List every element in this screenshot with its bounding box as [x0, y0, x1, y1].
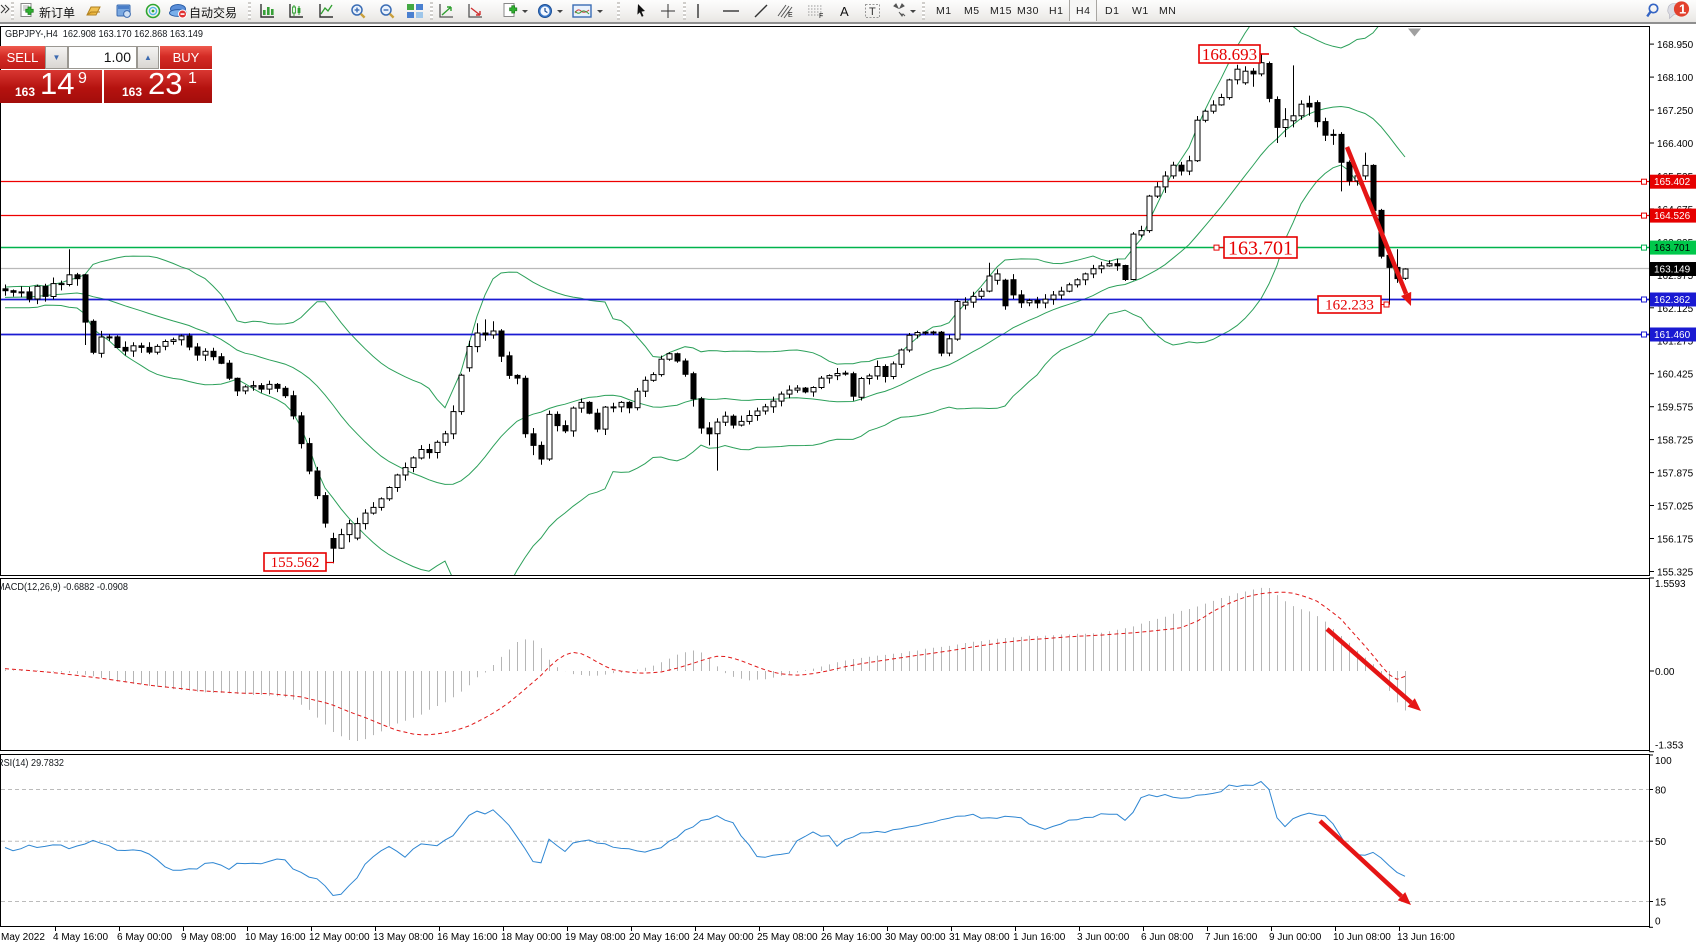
svg-text:10 May 16:00: 10 May 16:00	[245, 932, 306, 943]
svg-text:156.175: 156.175	[1657, 535, 1694, 546]
svg-text:F: F	[819, 13, 823, 19]
svg-text:E: E	[788, 12, 793, 19]
svg-text:0: 0	[1655, 916, 1661, 927]
svg-text:168.693: 168.693	[1202, 45, 1257, 64]
svg-text:31 May 08:00: 31 May 08:00	[949, 932, 1010, 943]
svg-text:162.362: 162.362	[1654, 295, 1691, 306]
svg-text:100: 100	[1655, 756, 1672, 767]
svg-text:167.250: 167.250	[1657, 106, 1694, 117]
svg-text:RSI(14) 29.7832: RSI(14) 29.7832	[0, 757, 64, 769]
svg-text:161.275: 161.275	[1657, 337, 1694, 348]
svg-text:155.325: 155.325	[1657, 568, 1694, 579]
svg-text:24 May 00:00: 24 May 00:00	[693, 932, 754, 943]
svg-text:165.402: 165.402	[1654, 177, 1691, 188]
svg-text:13 May 08:00: 13 May 08:00	[373, 932, 434, 943]
svg-text:168.950: 168.950	[1657, 40, 1694, 51]
svg-text:159.575: 159.575	[1657, 403, 1694, 414]
svg-text:7 Jun 16:00: 7 Jun 16:00	[1205, 932, 1258, 943]
svg-text:157.875: 157.875	[1657, 469, 1694, 480]
svg-text:166.400: 166.400	[1657, 139, 1694, 150]
svg-text:9 Jun 00:00: 9 Jun 00:00	[1269, 932, 1322, 943]
svg-text:163.149: 163.149	[1654, 265, 1691, 276]
svg-text:T: T	[869, 6, 876, 18]
svg-text:4 May 16:00: 4 May 16:00	[53, 932, 108, 943]
svg-text:6 Jun 08:00: 6 Jun 08:00	[1141, 932, 1194, 943]
svg-text:16 May 16:00: 16 May 16:00	[437, 932, 498, 943]
svg-text:13 Jun 16:00: 13 Jun 16:00	[1397, 932, 1455, 943]
svg-text:-1.353: -1.353	[1655, 741, 1684, 752]
svg-text:80: 80	[1655, 786, 1667, 797]
svg-text:10 Jun 08:00: 10 Jun 08:00	[1333, 932, 1391, 943]
svg-text:162.233: 162.233	[1325, 298, 1374, 314]
svg-text:3 Jun 00:00: 3 Jun 00:00	[1077, 932, 1130, 943]
svg-text:1: 1	[1679, 2, 1686, 17]
svg-text:157.025: 157.025	[1657, 502, 1694, 513]
svg-text:20 May 16:00: 20 May 16:00	[629, 932, 690, 943]
svg-text:9 May 08:00: 9 May 08:00	[181, 932, 236, 943]
svg-text:1.5593: 1.5593	[1655, 579, 1686, 590]
svg-text:19 May 08:00: 19 May 08:00	[565, 932, 626, 943]
svg-text:155.562: 155.562	[271, 555, 320, 571]
svg-text:30 May 00:00: 30 May 00:00	[885, 932, 946, 943]
svg-text:May 2022: May 2022	[1, 932, 45, 943]
svg-text:1 Jun 16:00: 1 Jun 16:00	[1013, 932, 1066, 943]
svg-text:26 May 16:00: 26 May 16:00	[821, 932, 882, 943]
svg-text:MACD(12,26,9) -0.6882 -0.0908: MACD(12,26,9) -0.6882 -0.0908	[0, 581, 128, 593]
svg-text:162.975: 162.975	[1657, 271, 1694, 282]
svg-text:158.725: 158.725	[1657, 436, 1694, 447]
svg-text:6 May 00:00: 6 May 00:00	[117, 932, 172, 943]
svg-text:18 May 00:00: 18 May 00:00	[501, 932, 562, 943]
svg-text:164.526: 164.526	[1654, 211, 1691, 222]
svg-text:160.425: 160.425	[1657, 370, 1694, 381]
svg-text:25 May 08:00: 25 May 08:00	[757, 932, 818, 943]
svg-text:168.100: 168.100	[1657, 73, 1694, 84]
svg-text:GBPJPY-,H4 162.908 163.170 16: GBPJPY-,H4 162.908 163.170 162.868 163.1…	[5, 28, 203, 40]
svg-text:15: 15	[1655, 898, 1667, 909]
svg-text:161.460: 161.460	[1654, 330, 1691, 341]
svg-text:163.701: 163.701	[1228, 237, 1293, 259]
svg-text:50: 50	[1655, 837, 1667, 848]
svg-text:163.701: 163.701	[1654, 243, 1691, 254]
svg-text:12 May 00:00: 12 May 00:00	[309, 932, 370, 943]
svg-text:0.00: 0.00	[1655, 667, 1675, 678]
svg-text:162.125: 162.125	[1657, 304, 1694, 315]
